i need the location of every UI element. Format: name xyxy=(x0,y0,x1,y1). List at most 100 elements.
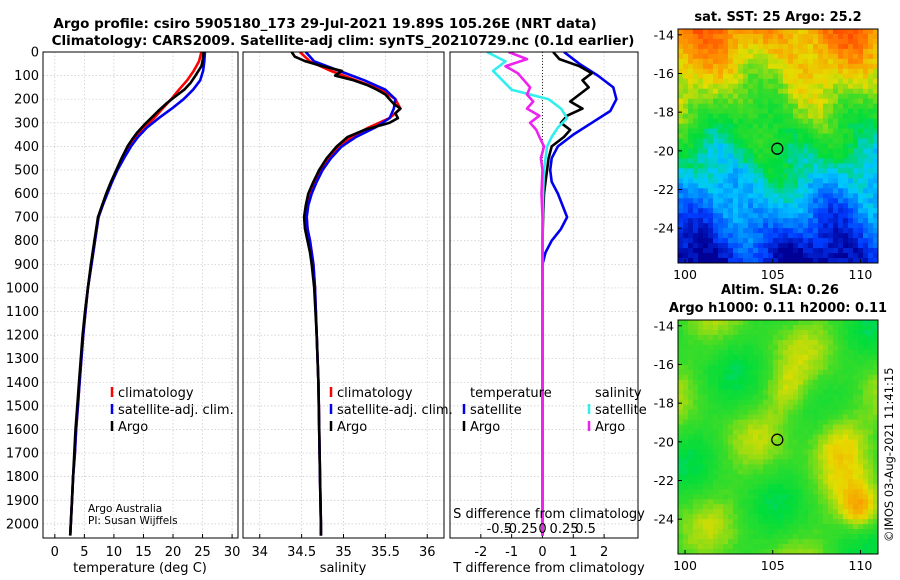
map-cell xyxy=(763,324,769,331)
map-cell xyxy=(743,514,749,520)
map-cell xyxy=(793,103,799,110)
map-cell xyxy=(723,33,729,40)
map-cell xyxy=(803,173,809,179)
map-cell xyxy=(833,404,839,411)
map-cell xyxy=(808,253,814,259)
map-cell xyxy=(688,243,694,249)
map-cell xyxy=(838,58,844,65)
map-cell xyxy=(743,369,749,376)
map-cell xyxy=(868,193,874,199)
map-cell xyxy=(813,178,819,184)
map-cell xyxy=(718,213,724,219)
map-cell xyxy=(808,389,814,396)
map-cell xyxy=(678,399,684,406)
map-cell xyxy=(733,78,739,85)
map-cell xyxy=(723,324,729,331)
map-cell xyxy=(683,344,689,351)
map-cell xyxy=(873,238,878,244)
map-cell xyxy=(718,183,724,189)
map-cell xyxy=(753,43,759,50)
map-cell xyxy=(848,414,854,421)
map-cell xyxy=(688,549,694,554)
map-cell xyxy=(788,218,794,224)
map-cell xyxy=(778,364,784,371)
map-cell xyxy=(763,198,769,204)
map-cell xyxy=(843,509,849,515)
map-cell xyxy=(728,258,734,263)
map-cell xyxy=(683,193,689,199)
map-cell xyxy=(793,93,799,100)
map-cell xyxy=(688,108,694,115)
map-cell xyxy=(728,78,734,85)
map-cell xyxy=(808,524,814,530)
map-cell xyxy=(778,339,784,346)
map-cell xyxy=(823,449,829,456)
map-cell xyxy=(698,98,704,105)
map-cell xyxy=(868,409,874,416)
map-cell xyxy=(693,223,699,229)
map-cell xyxy=(858,213,864,219)
map-cell xyxy=(753,258,759,263)
map-cell xyxy=(743,148,749,155)
map-cell xyxy=(808,509,814,515)
map-cell xyxy=(853,233,859,239)
map-cell xyxy=(843,248,849,254)
map-cell xyxy=(688,374,694,381)
map-cell xyxy=(708,43,714,50)
map-cell xyxy=(723,374,729,381)
map-cell xyxy=(743,544,749,550)
map-cell xyxy=(763,534,769,540)
map-cell xyxy=(778,539,784,545)
map-cell xyxy=(853,439,859,446)
map-cell xyxy=(808,118,814,125)
map-cell xyxy=(838,374,844,381)
map-cell xyxy=(698,63,704,70)
map-cell xyxy=(803,394,809,401)
map-cell xyxy=(743,133,749,140)
map-cell xyxy=(698,489,704,495)
map-cell xyxy=(788,188,794,194)
map-cell xyxy=(828,203,834,209)
map-cell xyxy=(778,128,784,135)
map-cell xyxy=(773,539,779,545)
map-cell xyxy=(873,429,878,436)
map-cell xyxy=(723,253,729,259)
map-cell xyxy=(718,509,724,515)
map-cell xyxy=(853,128,859,135)
map-cell xyxy=(768,384,774,391)
map-cell xyxy=(758,464,764,470)
map-cell xyxy=(683,369,689,376)
map-cell xyxy=(703,148,709,155)
imos-watermark: ©IMOS 03-Aug-2021 11:41:15 xyxy=(882,367,896,542)
map-cell xyxy=(838,98,844,105)
map-cell xyxy=(753,534,759,540)
map-cell xyxy=(718,253,724,259)
map-cell xyxy=(693,198,699,204)
map-cell xyxy=(758,133,764,140)
map-cell xyxy=(678,334,684,341)
map-cell xyxy=(753,404,759,411)
map-cell xyxy=(778,449,784,456)
map-cell xyxy=(688,48,694,55)
map-cell xyxy=(828,173,834,179)
map-cell xyxy=(833,539,839,545)
map-cell xyxy=(688,253,694,259)
map-cell xyxy=(778,68,784,75)
map-cell xyxy=(808,374,814,381)
map-cell xyxy=(858,379,864,386)
map-cell xyxy=(858,183,864,189)
map-cell xyxy=(858,208,864,214)
map-cell xyxy=(678,63,684,70)
map-cell xyxy=(773,138,779,145)
map-cell xyxy=(783,364,789,371)
map-cell xyxy=(823,359,829,366)
map-cell xyxy=(718,374,724,381)
map-cell xyxy=(683,48,689,55)
map-cell xyxy=(743,238,749,244)
map-cell xyxy=(828,320,834,326)
map-cell xyxy=(748,163,754,170)
depth-tick-label: 700 xyxy=(14,211,39,226)
map-cell xyxy=(873,203,878,209)
map-cell xyxy=(773,369,779,376)
map-cell xyxy=(703,469,709,475)
